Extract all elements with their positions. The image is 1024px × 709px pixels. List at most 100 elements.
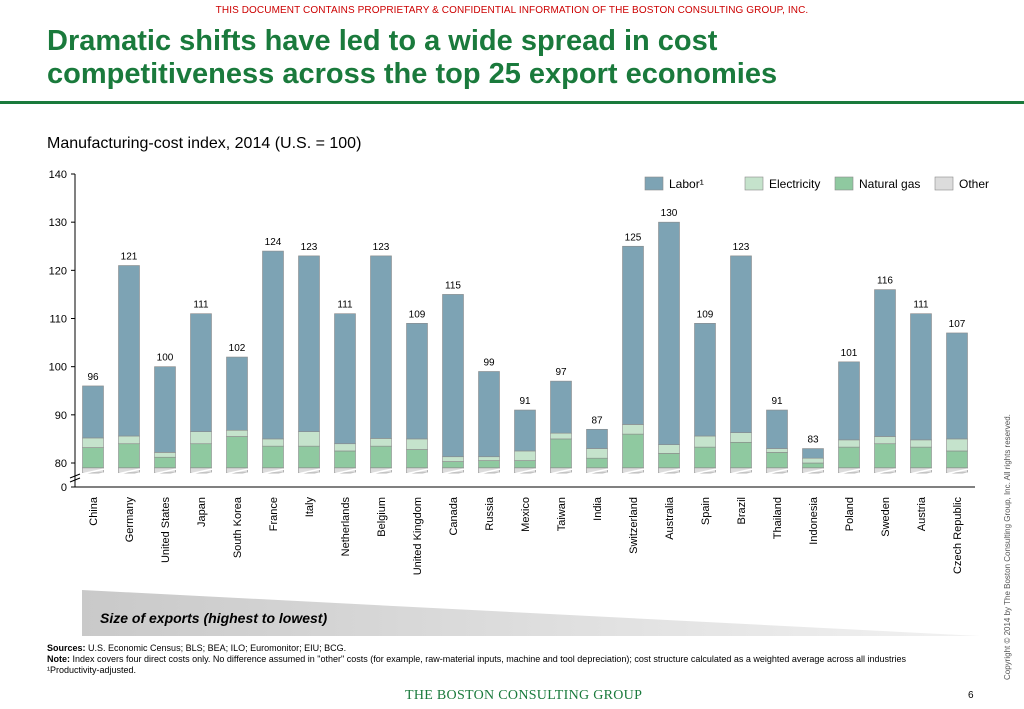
category-label: Brazil	[736, 497, 748, 525]
bar-segment	[550, 432, 572, 440]
bar-segment	[298, 445, 320, 469]
category-label: United States	[160, 497, 172, 564]
bar-segment	[262, 445, 284, 469]
bar-segment	[766, 452, 788, 469]
bar-break-stripe	[477, 472, 501, 479]
axis-break-mark	[69, 473, 81, 479]
category-label: Spain	[700, 497, 712, 525]
chart-title: Manufacturing-cost index, 2014 (U.S. = 1…	[47, 135, 362, 152]
bar-segment	[190, 313, 212, 432]
bar-segment	[730, 432, 752, 443]
legend-swatch	[644, 176, 664, 191]
data-label: 115	[445, 280, 461, 291]
bar-break-stripe	[369, 468, 393, 475]
bar-break-stripe	[261, 472, 285, 479]
category-label: Canada	[448, 496, 460, 535]
category-label: Sweden	[880, 497, 892, 537]
y-tick-label: 0	[61, 482, 67, 494]
legend-label: Labor¹	[669, 177, 704, 191]
bar-break-stripe	[81, 468, 105, 475]
bar-segment	[622, 245, 644, 425]
data-label: 87	[591, 415, 603, 426]
bar-break-stripe	[297, 472, 321, 479]
bar-break-stripe	[117, 468, 141, 475]
sources-line: Sources: U.S. Economic Census; BLS; BEA;…	[47, 643, 977, 654]
category-label: Mexico	[520, 497, 532, 532]
bar-segment	[262, 438, 284, 447]
data-label: 111	[337, 300, 353, 311]
bar-segment	[910, 439, 932, 448]
legend-label: Other	[959, 177, 989, 191]
bar-break-stripe	[801, 472, 825, 479]
bar-segment	[442, 461, 464, 469]
bar-segment	[82, 447, 104, 469]
bar-segment	[694, 323, 716, 437]
bar-break-stripe	[153, 472, 177, 479]
data-label: 107	[949, 319, 966, 330]
data-label: 121	[121, 252, 138, 263]
bar-break-stripe	[909, 472, 933, 479]
bar-break-stripe	[837, 472, 861, 479]
category-label: Netherlands	[340, 497, 352, 557]
legend-label: Natural gas	[859, 177, 920, 191]
note-line: Note: Index covers four direct costs onl…	[47, 654, 977, 665]
bar-break-stripe	[261, 468, 285, 475]
bar-break-stripe	[585, 472, 609, 479]
note-text: Index covers four direct costs only. No …	[72, 654, 906, 664]
sources-label: Sources:	[47, 643, 86, 653]
data-label: 99	[483, 357, 495, 368]
bar-segment	[514, 450, 536, 461]
bar-segment	[874, 443, 896, 469]
bcg-logo: THE BOSTON CONSULTING GROUP	[405, 688, 643, 703]
bar-segment	[730, 255, 752, 433]
y-tick-label: 100	[49, 362, 67, 374]
slide-title-line1: Dramatic shifts have led to a wide sprea…	[47, 25, 718, 57]
category-label: Russia	[484, 496, 496, 531]
sources-text: U.S. Economic Census; BLS; BEA; ILO; Eur…	[88, 643, 347, 653]
export-size-wedge	[82, 590, 980, 636]
category-label: Taiwan	[556, 497, 568, 531]
bar-segment	[586, 428, 608, 449]
data-label: 91	[771, 396, 783, 407]
data-label: 101	[841, 348, 858, 359]
bar-segment	[154, 456, 176, 469]
footnote: ¹Productivity-adjusted.	[47, 665, 137, 675]
bar-break-stripe	[441, 468, 465, 475]
category-label: Belgium	[376, 497, 388, 537]
data-label: 97	[555, 367, 567, 378]
confidentiality-notice: THIS DOCUMENT CONTAINS PROPRIETARY & CON…	[215, 5, 809, 16]
legend-swatch	[744, 176, 764, 191]
bar-segment	[910, 313, 932, 441]
bar-segment	[478, 371, 500, 458]
data-label: 125	[625, 232, 642, 243]
bar-break-stripe	[549, 472, 573, 479]
bar-segment	[82, 385, 104, 439]
data-label: 123	[373, 242, 390, 253]
bar-break-stripe	[873, 472, 897, 479]
bar-segment	[838, 439, 860, 448]
page-number: 6	[968, 690, 974, 701]
data-label: 91	[519, 396, 531, 407]
bar-segment	[802, 457, 824, 464]
bar-segment	[334, 450, 356, 469]
bar-break-stripe	[657, 472, 681, 479]
bar-break-stripe	[693, 468, 717, 475]
category-label: Poland	[844, 497, 856, 531]
bar-segment	[946, 332, 968, 440]
bar-segment	[370, 255, 392, 439]
bar-segment	[946, 450, 968, 469]
y-tick-label: 110	[49, 314, 67, 326]
category-label: China	[88, 496, 100, 526]
bar-segment	[262, 250, 284, 440]
bar-break-stripe	[621, 468, 645, 475]
bar-segment	[406, 449, 428, 469]
data-label: 111	[913, 300, 929, 311]
data-label: 109	[409, 309, 426, 320]
category-label: India	[592, 496, 604, 521]
bar-break-stripe	[765, 472, 789, 479]
bar-segment	[946, 438, 968, 452]
data-label: 96	[87, 372, 99, 383]
bar-segment	[694, 446, 716, 469]
bar-segment	[874, 436, 896, 445]
bar-break-stripe	[441, 472, 465, 479]
